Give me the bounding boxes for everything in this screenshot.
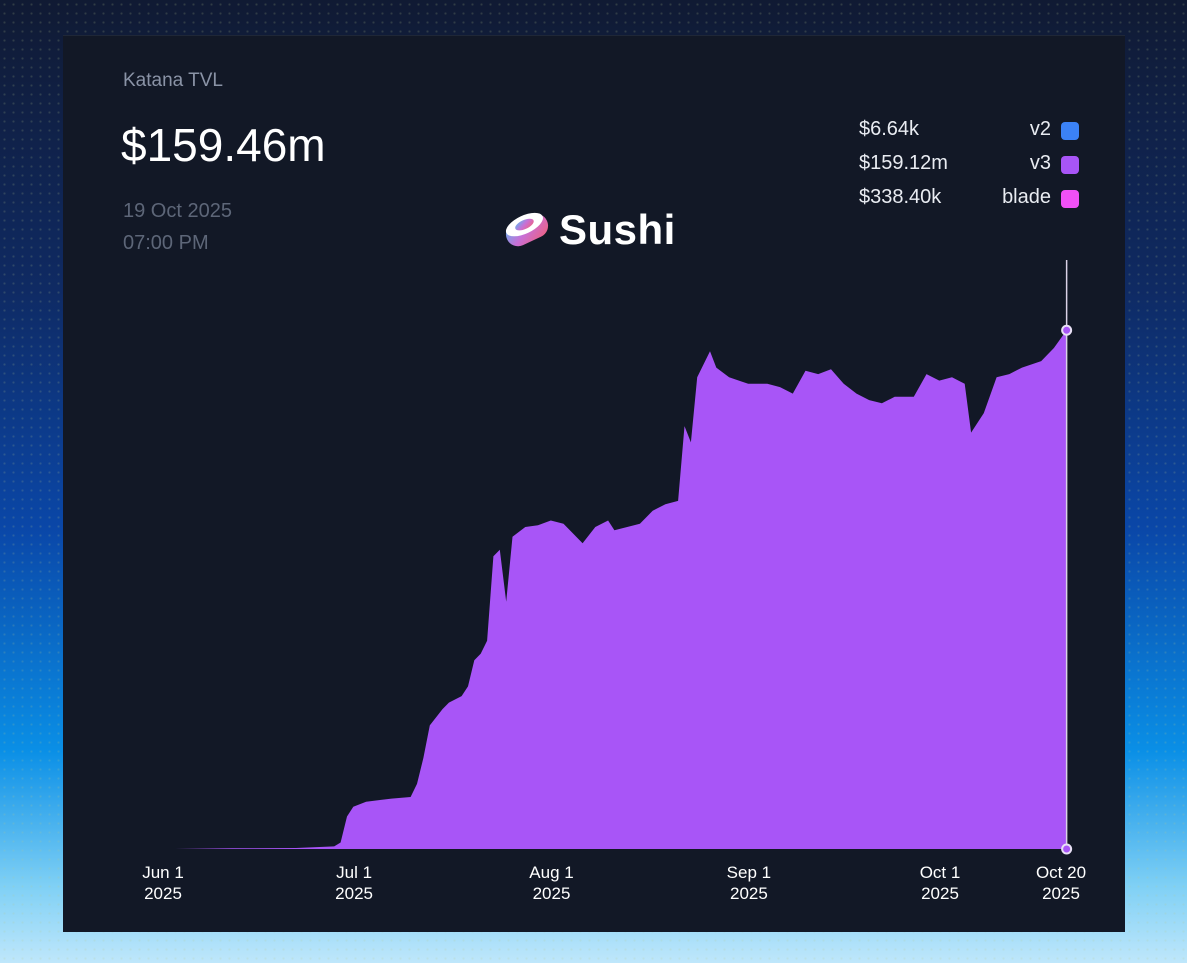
x-tick-line2: 2025 [144, 884, 182, 903]
brand-name: Sushi [559, 206, 676, 253]
legend-name: v2 [1029, 118, 1051, 140]
legend-name: v3 [1029, 152, 1051, 174]
legend: $6.64k v2 $159.12m v3 $338.40k blade [859, 118, 1079, 220]
x-tick-line1: Sep 1 [727, 863, 771, 882]
x-tick-line2: 2025 [533, 884, 571, 903]
x-tick-line1: Jul 1 [336, 863, 372, 882]
legend-item-v3: $159.12m v3 [859, 152, 1079, 186]
tvl-area [175, 330, 1067, 849]
legend-value: $338.40k [859, 186, 942, 208]
legend-swatch [1061, 190, 1079, 208]
hover-point-base [1061, 843, 1073, 855]
hover-point-top [1061, 324, 1073, 336]
legend-swatch [1061, 156, 1079, 174]
hover-date: 19 Oct 2025 [123, 200, 232, 222]
sushi-logo-icon [505, 212, 549, 247]
x-tick-label: Oct 20 2025 [1036, 863, 1086, 903]
x-tick-line2: 2025 [921, 884, 959, 903]
x-tick-line1: Oct 1 [920, 863, 961, 882]
x-tick-label: Sep 1 2025 [727, 863, 771, 903]
legend-value: $6.64k [859, 118, 920, 140]
x-tick-line1: Oct 20 [1036, 863, 1086, 882]
x-tick-line2: 2025 [730, 884, 768, 903]
x-tick-line1: Jun 1 [142, 863, 184, 882]
legend-item-blade: $338.40k blade [859, 186, 1079, 220]
x-tick-label: Jul 1 2025 [335, 863, 373, 903]
chart-title: Katana TVL [123, 70, 224, 91]
x-tick-line2: 2025 [335, 884, 373, 903]
x-tick-label: Aug 1 2025 [529, 863, 573, 903]
legend-value: $159.12m [859, 152, 948, 174]
x-tick-label: Oct 1 2025 [920, 863, 961, 903]
hover-time: 07:00 PM [123, 232, 209, 254]
legend-name: blade [1002, 186, 1051, 208]
tvl-card: Katana TVL $159.46m 19 Oct 2025 07:00 PM… [63, 35, 1125, 932]
total-value: $159.46m [121, 119, 326, 171]
legend-item-v2: $6.64k v2 [859, 118, 1079, 152]
x-tick-label: Jun 1 2025 [142, 863, 184, 903]
sushi-logo: Sushi [501, 204, 675, 256]
legend-swatch [1061, 122, 1079, 140]
x-tick-line1: Aug 1 [529, 863, 573, 882]
x-tick-line2: 2025 [1042, 884, 1080, 903]
